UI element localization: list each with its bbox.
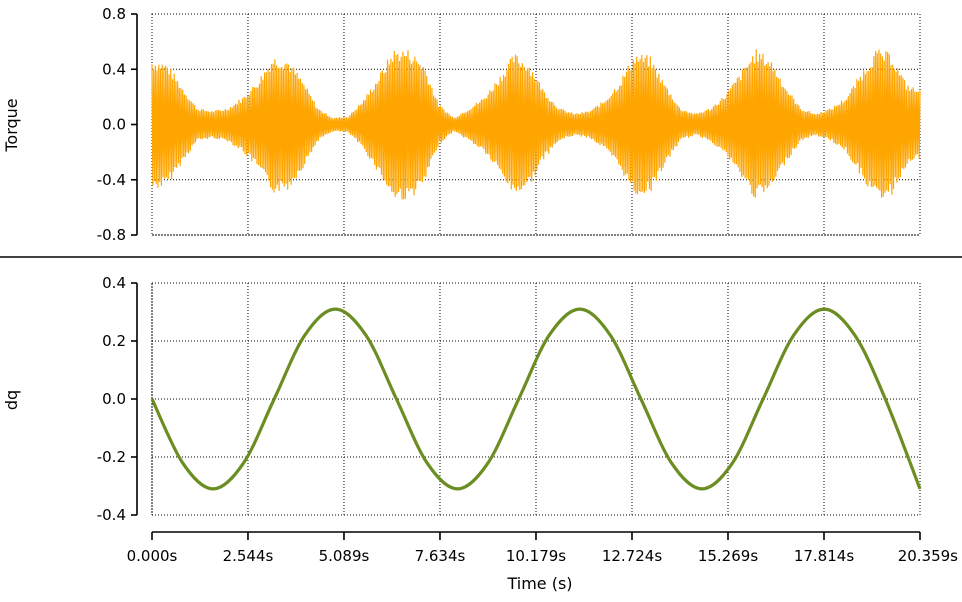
dq-y-tick-label: -0.2 (97, 448, 126, 466)
dq-y-tick-label: 0.0 (102, 390, 126, 408)
torque-y-label: Torque (2, 98, 21, 152)
torque-series (151, 49, 921, 200)
dq-series-line (150, 307, 922, 491)
torque-series-line (151, 49, 921, 200)
dq-y-tick-label: 0.4 (102, 274, 126, 292)
x-tick-label: 2.544s (223, 547, 274, 565)
torque-y-tick-label: 0.4 (102, 60, 126, 78)
x-axis-title: Time (s) (506, 574, 572, 593)
dq-series (150, 307, 922, 491)
x-tick-label: 12.724s (602, 547, 662, 565)
x-tick-label: 5.089s (319, 547, 370, 565)
x-tick-label: 0.000s (127, 547, 178, 565)
torque-y-axis: 0.8 0.4 0.0 -0.4 -0.8 (97, 5, 138, 244)
dq-y-tick-label: 0.2 (102, 332, 126, 350)
dq-y-axis: 0.4 0.2 0.0 -0.2 -0.4 (97, 274, 138, 524)
torque-y-tick-label: 0.0 (102, 116, 126, 134)
torque-panel: 0.8 0.4 0.0 -0.4 -0.8 Torque (2, 5, 921, 244)
torque-y-tick-label: -0.8 (97, 226, 126, 244)
dq-panel: 0.4 0.2 0.0 -0.2 -0.4 dq 0.000s 2.544s 5.089s 7… (2, 274, 958, 593)
x-tick-label: 15.269s (698, 547, 758, 565)
torque-y-tick-label: -0.4 (97, 171, 126, 189)
x-tick-label: 10.179s (506, 547, 566, 565)
torque-y-tick-label: 0.8 (102, 5, 126, 23)
x-tick-label: 17.814s (794, 547, 854, 565)
time-x-axis: 0.000s 2.544s 5.089s 7.634s 10.179s 12.724s 15… (127, 531, 958, 565)
dq-y-tick-label: -0.4 (97, 506, 126, 524)
x-tick-label: 7.634s (415, 547, 466, 565)
dq-grid (151, 282, 921, 516)
x-tick-label: 20.359s (898, 547, 958, 565)
dq-y-label: dq (2, 390, 21, 410)
